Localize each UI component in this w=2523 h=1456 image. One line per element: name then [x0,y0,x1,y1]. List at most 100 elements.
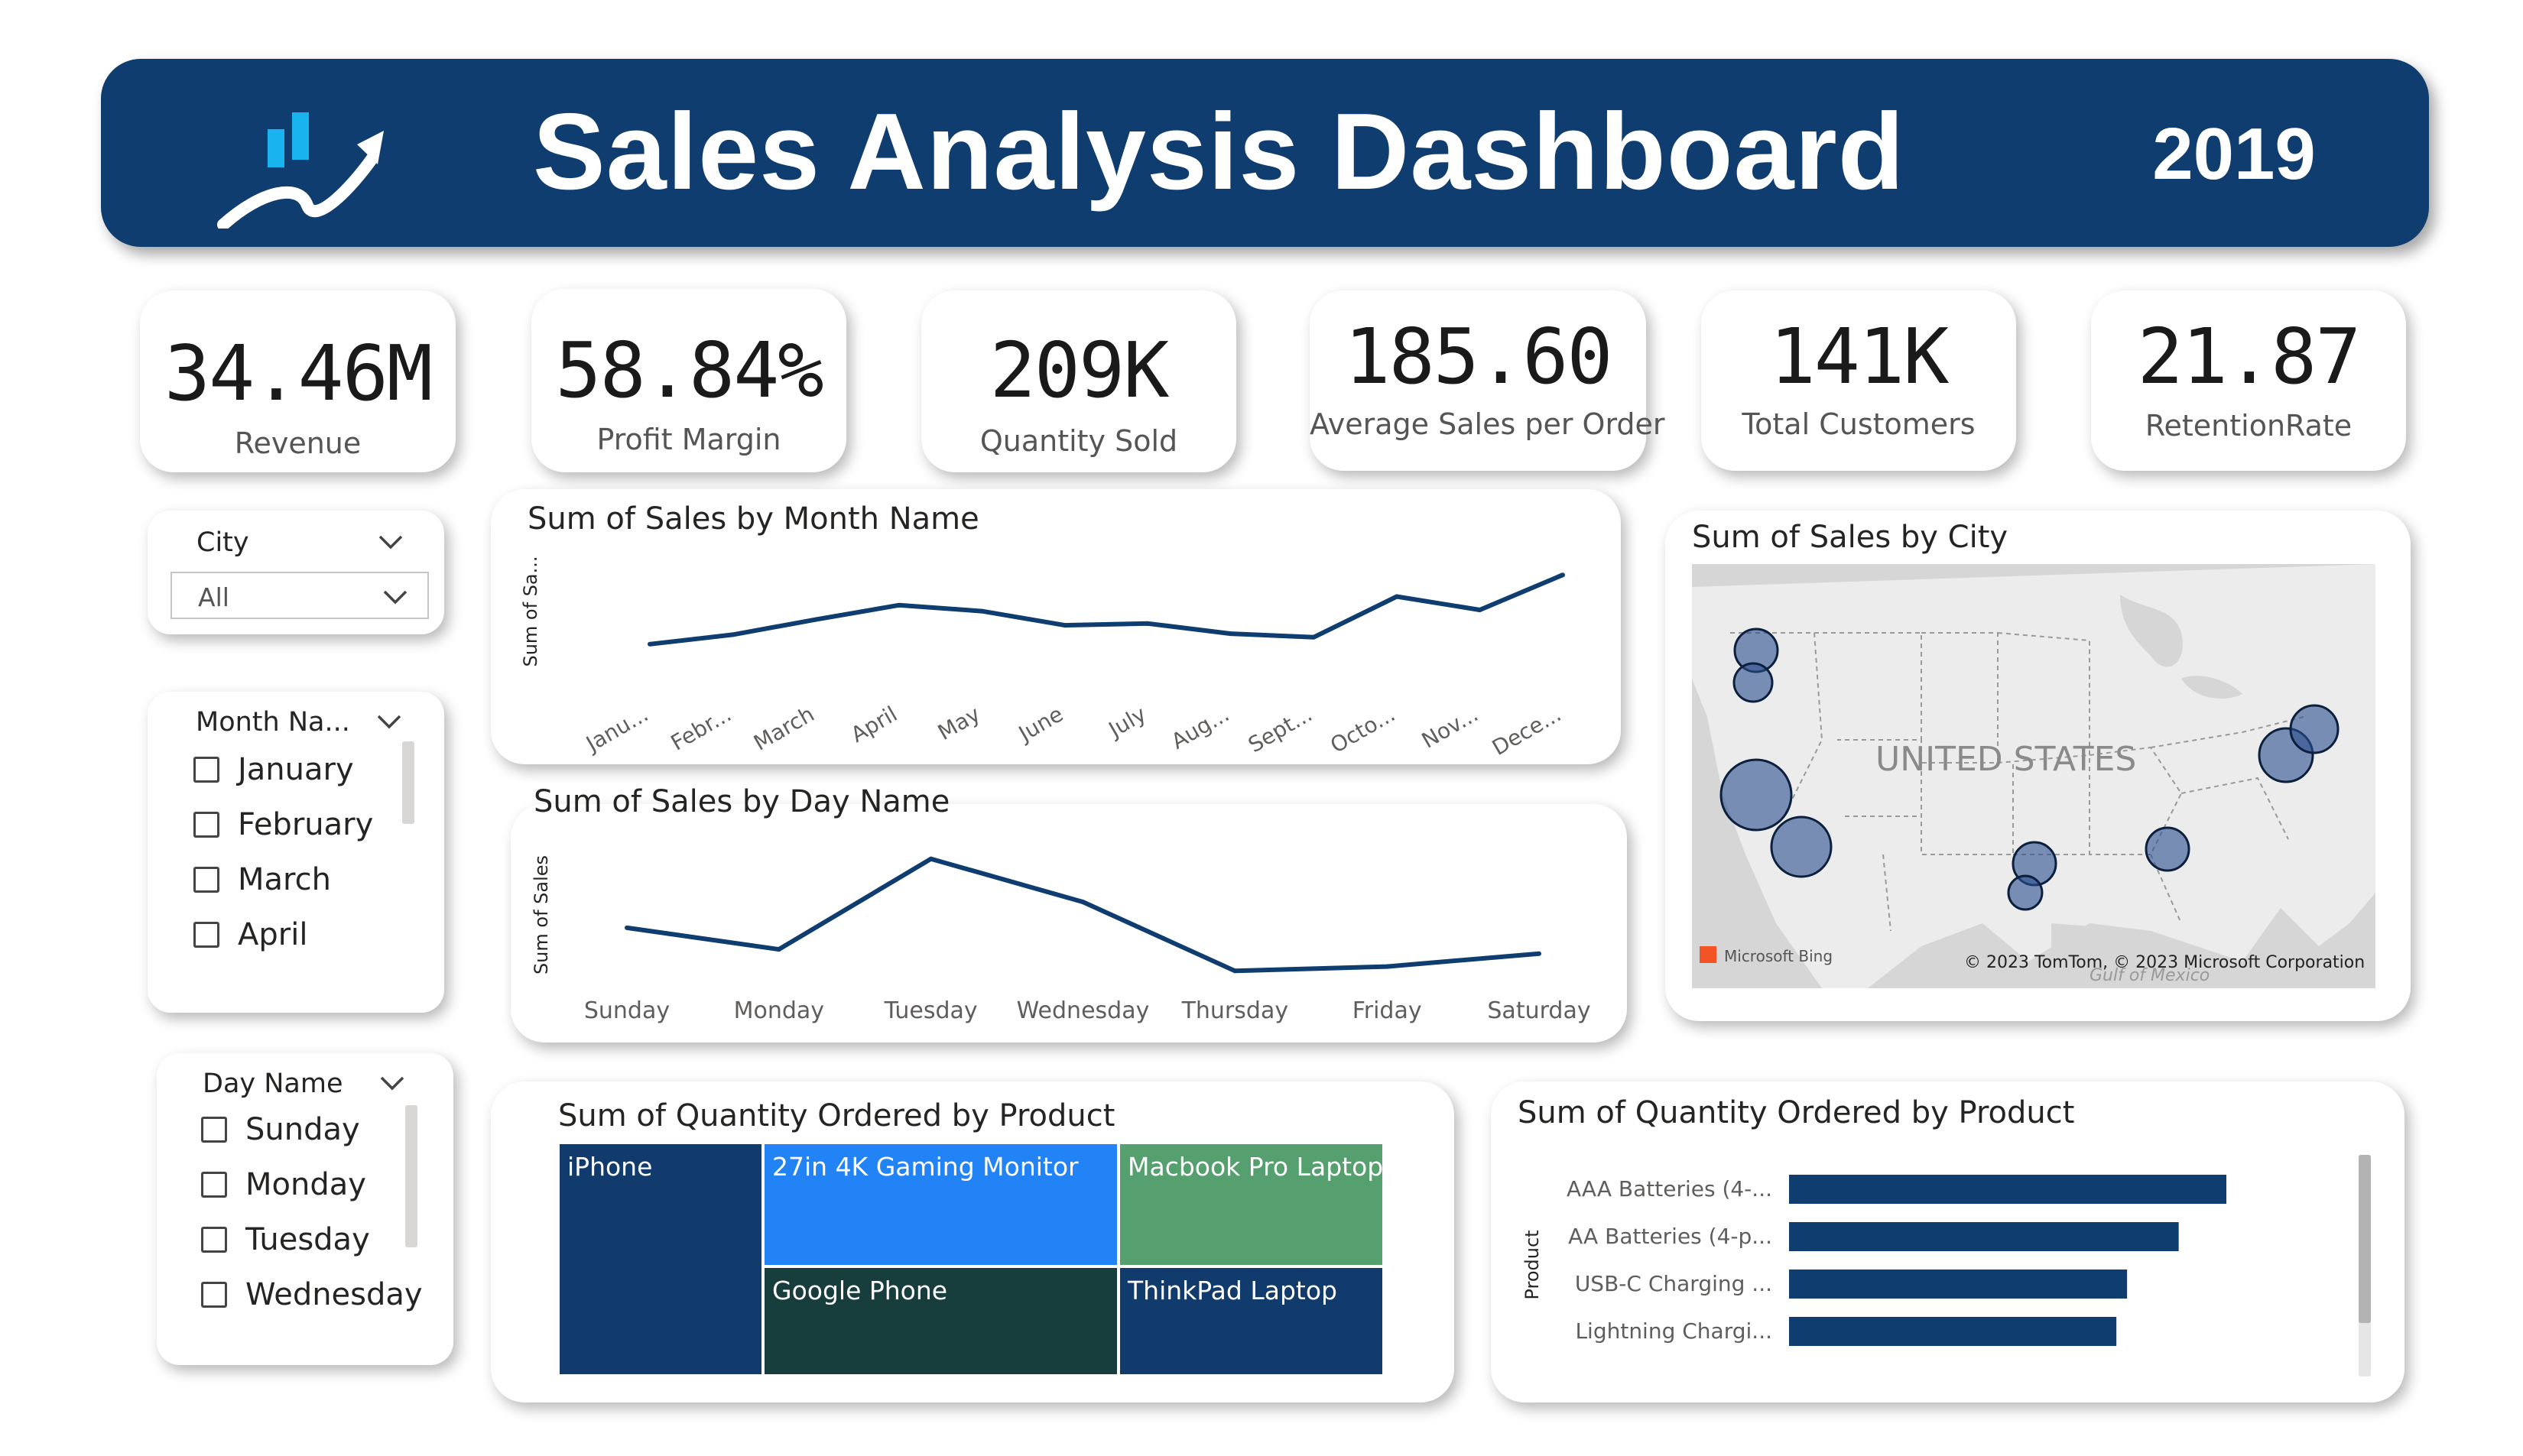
city-bubble[interactable] [1732,662,1774,703]
slicer-item-tuesday[interactable]: Tuesday [201,1217,370,1263]
city-sales-map-card: Sum of Sales by City UNITED STATES Gulf … [1665,511,2411,1021]
treemap-cell[interactable]: ThinkPad Laptop [1119,1266,1384,1376]
treemap-cell[interactable]: Google Phone [763,1266,1119,1376]
x-tick-label: Tuesday [884,997,978,1024]
y-axis-label: Product [1521,1230,1543,1299]
product-bar-chart-card: Sum of Quantity Ordered by Product AAA B… [1491,1081,2404,1402]
slicer-item-february[interactable]: February [193,802,373,848]
data-point[interactable] [1537,951,1541,956]
x-tick-label: March [749,701,818,755]
series-line[interactable] [649,572,1564,647]
checkbox[interactable] [201,1172,227,1198]
data-point[interactable] [1062,623,1067,628]
month-slicer: Month Na... January February March April [148,692,444,1013]
scrollbar[interactable] [402,741,414,824]
kpi-value: 34.46M [164,329,433,418]
x-tick-label: Nov... [1417,701,1482,753]
data-point[interactable] [1477,607,1482,612]
treemap-label: ThinkPad Laptop [1128,1276,1337,1305]
data-point[interactable] [1228,631,1233,637]
slicer-item-wednesday[interactable]: Wednesday [201,1272,423,1318]
city-bubble[interactable] [1770,816,1833,878]
kpi-card-retention-rate: 21.87 RetentionRate [2091,290,2406,471]
month-sales-chart-card: Sum of Sales by Month Name Janu... Febr..… [491,489,1621,764]
treemap-cell[interactable]: 27in 4K Gaming Monitor [763,1143,1119,1266]
data-point[interactable] [1394,594,1399,599]
city-bubble[interactable] [2289,704,2340,754]
x-tick-label: July [1103,701,1151,743]
slicer-title: City [196,527,249,558]
chevron-down-icon[interactable] [378,1075,406,1093]
data-point[interactable] [1311,634,1317,640]
kpi-card-average-sales: 185.60 Average Sales per Order [1310,290,1665,471]
bar[interactable] [1789,1222,2179,1251]
y-tick-label: AAA Batteries (4-... [1567,1176,1772,1201]
x-tick-label: Saturday [1487,997,1590,1024]
slicer-item-monday[interactable]: Monday [201,1162,366,1208]
data-point[interactable] [1145,621,1151,626]
data-point[interactable] [979,608,985,614]
bing-logo-icon [1700,946,1716,963]
kpi-card-quantity-sold: 209K Quantity Sold [921,290,1236,472]
x-tick-label: Monday [734,997,824,1024]
slicer-item-january[interactable]: January [193,747,354,793]
checkbox[interactable] [201,1117,227,1143]
slicer-item-label: January [238,752,354,787]
us-city-map[interactable]: UNITED STATES Gulf of Mexico Microsoft B… [1692,564,2375,988]
city-bubble[interactable] [2145,826,2190,872]
chart-growth-icon [217,112,384,229]
data-point[interactable] [730,632,735,637]
kpi-card-total-customers: 141K Total Customers [1701,290,2016,471]
country-label: UNITED STATES [1875,740,2136,779]
checkbox[interactable] [201,1282,227,1308]
checkbox[interactable] [193,812,219,838]
product-treemap-card: Sum of Quantity Ordered by Product iPhon… [491,1081,1454,1402]
bar[interactable] [1789,1175,2226,1204]
bar[interactable] [1789,1317,2117,1346]
kpi-label: Profit Margin [596,423,781,456]
gulf-label: Gulf of Mexico [2090,966,2210,985]
data-point[interactable] [1080,900,1086,905]
x-tick-label: April [846,701,901,747]
bar[interactable] [1789,1270,2128,1299]
scrollbar-thumb[interactable] [2359,1155,2371,1323]
checkbox[interactable] [193,867,219,893]
data-point[interactable] [648,641,652,647]
slicer-item-sunday[interactable]: Sunday [201,1107,360,1153]
x-tick-label: June [1013,701,1067,747]
treemap: iPhone 27in 4K Gaming Monitor Macbook Pr… [558,1143,1384,1376]
data-point[interactable] [776,947,781,952]
treemap-cell[interactable]: Macbook Pro Laptop [1119,1143,1384,1266]
city-bubble[interactable] [2007,874,2044,911]
city-dropdown[interactable]: All [170,572,429,619]
checkbox[interactable] [193,757,219,783]
data-point[interactable] [1385,964,1390,969]
series-line[interactable] [626,856,1540,974]
treemap-cell[interactable]: iPhone [558,1143,763,1376]
x-tick-label: Sunday [584,997,670,1024]
checkbox[interactable] [193,922,219,948]
city-bubble[interactable] [1719,758,1793,832]
chevron-down-icon[interactable] [375,713,403,731]
slicer-item-april[interactable]: April [193,912,307,958]
dropdown-value: All [198,582,229,612]
data-point[interactable] [1232,968,1238,974]
slicer-item-label: February [238,807,374,842]
data-point[interactable] [896,602,901,608]
data-point[interactable] [928,856,934,861]
city-slicer: City All [148,511,444,634]
kpi-card-revenue: 34.46M Revenue [140,290,456,472]
data-point[interactable] [813,617,819,622]
scrollbar[interactable] [405,1105,417,1247]
slicer-item-label: Wednesday [245,1277,423,1312]
checkbox[interactable] [201,1227,227,1253]
data-point[interactable] [625,925,629,930]
slicer-item-march[interactable]: March [193,857,331,903]
x-tick-label: Friday [1352,997,1422,1024]
treemap-label: Google Phone [772,1276,948,1305]
chevron-down-icon [383,590,408,605]
chevron-down-icon[interactable] [377,533,404,552]
bing-label: Microsoft Bing [1724,947,1833,965]
data-point[interactable] [1560,572,1565,578]
page-title: Sales Analysis Dashboard [533,91,1905,212]
